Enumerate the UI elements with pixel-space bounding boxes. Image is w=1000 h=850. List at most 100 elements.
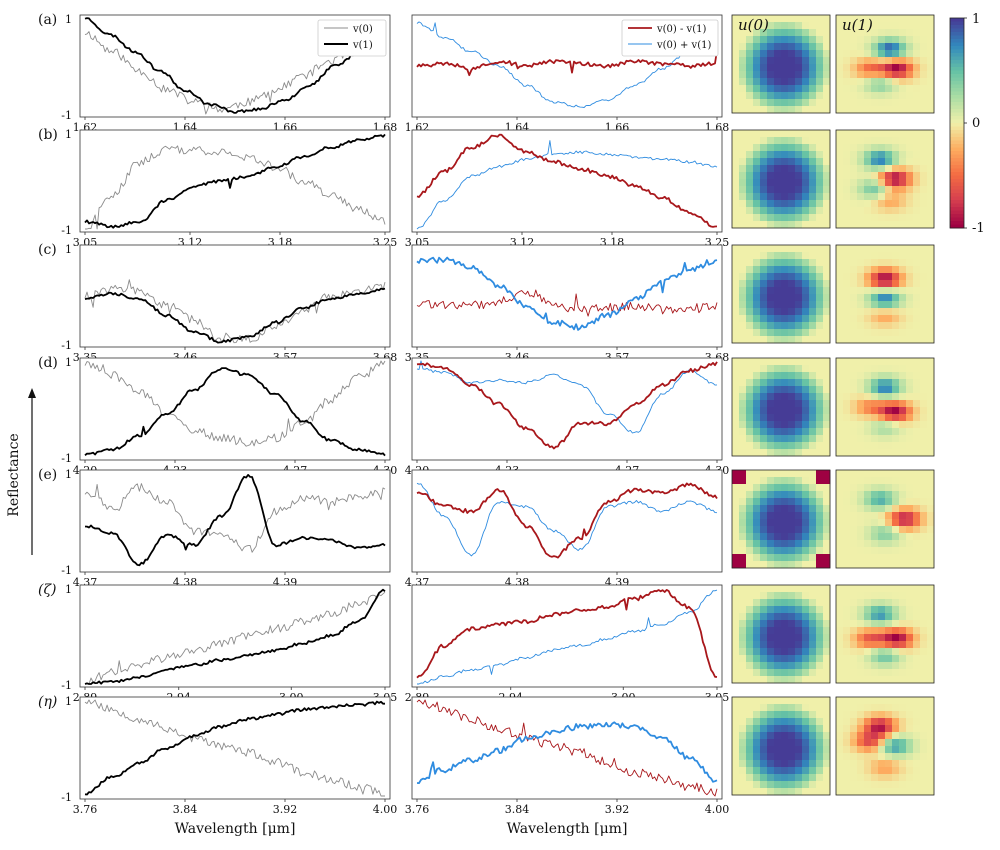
pixel (864, 519, 872, 527)
pixel (788, 718, 796, 726)
pixel (850, 165, 858, 173)
pixel (760, 78, 768, 86)
pixel (760, 158, 768, 166)
pixel (927, 676, 935, 684)
pixel (774, 704, 782, 712)
pixel (927, 71, 935, 79)
pixel (913, 449, 921, 457)
pixel (920, 71, 928, 79)
pixel (739, 301, 747, 309)
pixel (871, 214, 879, 222)
pixel (781, 739, 789, 747)
pixel (836, 613, 844, 621)
pixel (885, 512, 893, 520)
pixel (802, 358, 810, 366)
pixel (788, 669, 796, 677)
pixel (843, 718, 851, 726)
pixel (795, 732, 803, 740)
pixel (843, 676, 851, 684)
pixel (802, 519, 810, 527)
pixel (802, 165, 810, 173)
pixel (892, 372, 900, 380)
pixel (836, 627, 844, 635)
pixel (816, 753, 824, 761)
pixel (899, 704, 907, 712)
xtick-label: 3.84 (173, 803, 198, 816)
pixel (739, 606, 747, 614)
pixel (746, 676, 754, 684)
pixel (927, 704, 935, 712)
pixel (739, 449, 747, 457)
pixel (906, 547, 914, 555)
pixel (857, 379, 865, 387)
xtick-label: 4.00 (705, 803, 730, 816)
pixel (788, 613, 796, 621)
pixel (753, 648, 761, 656)
pixel (816, 512, 824, 520)
pixel (885, 519, 893, 527)
pixel (878, 519, 886, 527)
pixel (767, 36, 775, 44)
pixel (753, 273, 761, 281)
pixel (753, 57, 761, 65)
pixel (774, 214, 782, 222)
pixel (816, 781, 824, 789)
pixel (864, 151, 872, 159)
pixel (781, 449, 789, 457)
pixel (788, 165, 796, 173)
pixel (927, 85, 935, 93)
pixel (906, 372, 914, 380)
pixel (892, 428, 900, 436)
pixel (746, 767, 754, 775)
pixel (739, 421, 747, 429)
pixel (836, 85, 844, 93)
image-frame (731, 469, 831, 569)
pixel (774, 781, 782, 789)
pixel (843, 71, 851, 79)
pixel (871, 252, 879, 260)
pixel (760, 179, 768, 187)
pixel (899, 547, 907, 555)
pixel (906, 158, 914, 166)
image-frame (731, 244, 831, 344)
pixel (816, 739, 824, 747)
pixel (739, 470, 747, 478)
pixel (767, 372, 775, 380)
pixel (843, 280, 851, 288)
pixel (816, 428, 824, 436)
pixel (802, 193, 810, 201)
pixel (739, 71, 747, 79)
pixel (732, 252, 740, 260)
pixel (850, 477, 858, 485)
pixel (906, 774, 914, 782)
pixel (857, 358, 865, 366)
pixel (767, 379, 775, 387)
pixel (920, 554, 928, 562)
colorbar-step (950, 74, 964, 78)
pixel (850, 193, 858, 201)
pixel (836, 477, 844, 485)
pixel (920, 22, 928, 30)
pixel (802, 746, 810, 754)
pixel (885, 704, 893, 712)
pixel (809, 697, 817, 705)
pixel (857, 585, 865, 593)
pixel (920, 214, 928, 222)
pixel (781, 280, 789, 288)
pixel (753, 85, 761, 93)
pixel (823, 620, 831, 628)
pixel (760, 526, 768, 534)
pixel (746, 336, 754, 344)
pixel (795, 36, 803, 44)
pixel (892, 386, 900, 394)
pixel (843, 400, 851, 408)
pixel (739, 336, 747, 344)
pixel (781, 669, 789, 677)
pixel (746, 29, 754, 37)
pixel (739, 627, 747, 635)
pixel (892, 442, 900, 450)
pixel (823, 484, 831, 492)
pixel (802, 130, 810, 138)
pixel (823, 193, 831, 201)
pixel (753, 400, 761, 408)
